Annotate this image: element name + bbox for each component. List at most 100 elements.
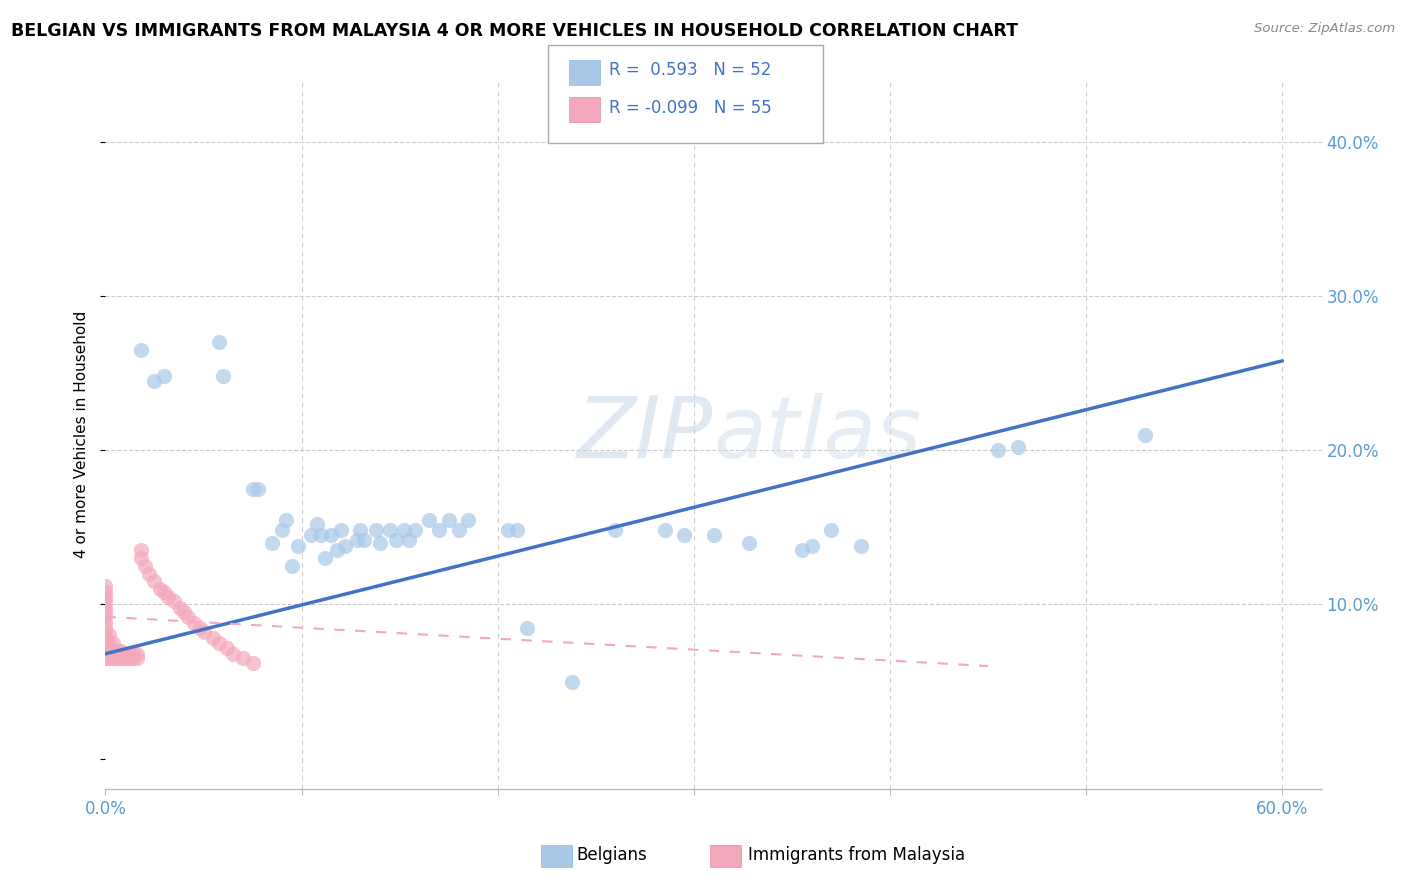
Point xyxy=(437,513,460,527)
Point xyxy=(287,539,309,553)
Point xyxy=(177,609,200,624)
Point xyxy=(496,524,519,538)
Point xyxy=(143,574,166,589)
Point xyxy=(129,343,152,357)
Point xyxy=(125,651,148,665)
Point xyxy=(125,647,148,661)
Point xyxy=(188,621,211,635)
Point xyxy=(118,647,141,661)
Text: BELGIAN VS IMMIGRANTS FROM MALAYSIA 4 OR MORE VEHICLES IN HOUSEHOLD CORRELATION : BELGIAN VS IMMIGRANTS FROM MALAYSIA 4 OR… xyxy=(11,22,1018,40)
Point xyxy=(247,482,270,496)
Point xyxy=(222,647,245,661)
Point xyxy=(404,524,426,538)
Point xyxy=(274,513,297,527)
Point xyxy=(392,524,415,538)
Point xyxy=(114,647,136,661)
Point xyxy=(987,443,1010,458)
Point xyxy=(1007,440,1029,454)
Point xyxy=(103,643,125,657)
Point xyxy=(262,535,284,549)
Text: atlas: atlas xyxy=(713,393,921,476)
Point xyxy=(94,609,117,624)
Point xyxy=(169,600,191,615)
Point xyxy=(820,524,842,538)
Point xyxy=(94,579,117,593)
Point xyxy=(738,535,761,549)
Point xyxy=(94,640,117,655)
Point xyxy=(349,524,371,538)
Point xyxy=(333,539,356,553)
Point xyxy=(173,605,195,619)
Point xyxy=(673,528,696,542)
Point xyxy=(98,628,121,642)
Point xyxy=(447,524,470,538)
Point xyxy=(193,625,215,640)
Point xyxy=(398,533,420,547)
Point xyxy=(129,551,152,566)
Point xyxy=(702,528,725,542)
Point xyxy=(94,615,117,630)
Point xyxy=(516,621,538,635)
Point xyxy=(217,640,239,655)
Point xyxy=(105,643,128,657)
Point xyxy=(98,651,121,665)
Point xyxy=(506,524,529,538)
Point xyxy=(110,643,132,657)
Point xyxy=(326,543,349,558)
Point xyxy=(129,543,152,558)
Point xyxy=(271,524,294,538)
Point xyxy=(163,594,186,608)
Point xyxy=(105,651,128,665)
Point xyxy=(138,566,160,581)
Point xyxy=(314,551,336,566)
Point xyxy=(378,524,401,538)
Point xyxy=(157,590,180,604)
Point xyxy=(94,585,117,599)
Point xyxy=(208,335,231,350)
Point xyxy=(654,524,676,538)
Point xyxy=(94,651,117,665)
Point xyxy=(183,615,205,630)
Point xyxy=(242,656,264,670)
Point xyxy=(94,594,117,608)
Text: R =  0.593   N = 52: R = 0.593 N = 52 xyxy=(609,61,770,78)
Point xyxy=(103,651,125,665)
Point xyxy=(110,651,132,665)
Text: ZIP: ZIP xyxy=(578,393,713,476)
Point xyxy=(94,605,117,619)
Point xyxy=(202,632,225,646)
Point xyxy=(307,517,329,532)
Point xyxy=(94,590,117,604)
Point xyxy=(153,369,176,384)
Point xyxy=(94,632,117,646)
Point xyxy=(98,643,121,657)
Point xyxy=(319,528,342,542)
Point xyxy=(98,636,121,650)
Point xyxy=(384,533,406,547)
Point xyxy=(418,513,440,527)
Point xyxy=(790,543,813,558)
Point xyxy=(329,524,352,538)
Point xyxy=(299,528,322,542)
Point xyxy=(242,482,264,496)
Point xyxy=(118,651,141,665)
Point xyxy=(457,513,479,527)
Point xyxy=(309,528,332,542)
Point xyxy=(561,674,583,689)
Point xyxy=(122,651,145,665)
Point xyxy=(353,533,375,547)
Point xyxy=(114,651,136,665)
Point xyxy=(94,625,117,640)
Point xyxy=(1133,428,1156,442)
Point xyxy=(368,535,391,549)
Point xyxy=(208,636,231,650)
Text: Immigrants from Malaysia: Immigrants from Malaysia xyxy=(748,847,965,864)
Point xyxy=(232,651,254,665)
Point xyxy=(94,621,117,635)
Point xyxy=(94,600,117,615)
Text: R = -0.099   N = 55: R = -0.099 N = 55 xyxy=(609,99,772,117)
Point xyxy=(849,539,872,553)
Point xyxy=(122,647,145,661)
Point xyxy=(143,374,166,388)
Point xyxy=(212,369,235,384)
